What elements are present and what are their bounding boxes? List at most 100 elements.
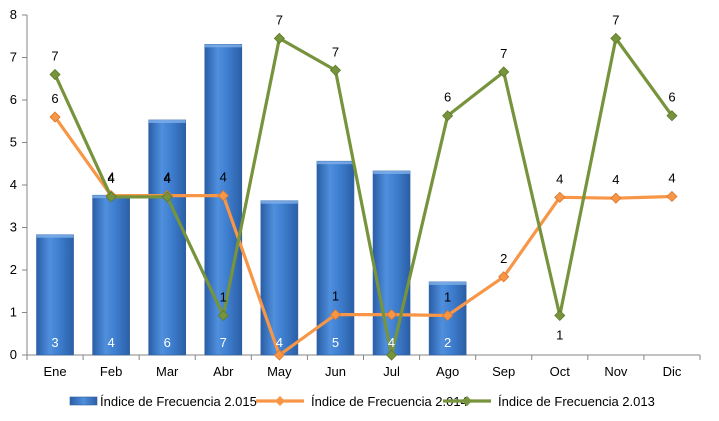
bar-top-highlight xyxy=(204,44,242,48)
legend-item: Índice de Frecuencia 2.015 xyxy=(69,394,257,409)
series-point xyxy=(49,68,61,81)
bar-top-highlight xyxy=(429,281,467,285)
line-data-label: 7 xyxy=(51,49,58,64)
bar-top-highlight xyxy=(260,200,298,204)
x-tick-label: Sep xyxy=(492,364,515,379)
bar xyxy=(36,234,74,356)
y-tick-label: 2 xyxy=(10,262,17,277)
line-data-label: 4 xyxy=(108,170,115,185)
bar-data-label: 4 xyxy=(388,335,395,350)
series-point xyxy=(217,309,229,322)
bar-top-highlight xyxy=(316,161,354,165)
y-tick-label: 5 xyxy=(10,135,17,150)
legend-item: Índice de Frecuencia 2.014 xyxy=(256,394,468,409)
line-data-label: 1 xyxy=(332,289,339,304)
line-series xyxy=(49,32,678,361)
series-point xyxy=(49,111,61,123)
bar-top-highlight xyxy=(148,119,186,123)
series-point xyxy=(554,191,566,203)
series-line xyxy=(53,36,674,357)
series-point xyxy=(498,271,510,283)
x-tick-label: Nov xyxy=(604,364,628,379)
legend-swatch-bar xyxy=(69,396,98,406)
bar-data-label: 4 xyxy=(276,335,283,350)
legend-label: Índice de Frecuencia 2.015 xyxy=(100,394,257,409)
y-tick-label: 8 xyxy=(10,7,17,22)
line-data-label: 4 xyxy=(108,171,115,186)
series-point xyxy=(329,309,342,321)
line-data-label: 7 xyxy=(276,12,283,27)
bar xyxy=(372,170,411,356)
y-tick-label: 7 xyxy=(10,50,17,65)
x-tick-label: Jun xyxy=(325,364,346,379)
legend: Índice de Frecuencia 2.015 Índice de Frec… xyxy=(69,394,655,409)
line-data-label: 4 xyxy=(556,171,563,186)
series-point xyxy=(610,192,622,204)
series-point xyxy=(554,309,566,322)
x-tick-label: Dic xyxy=(663,364,682,379)
y-tick-label: 0 xyxy=(10,347,17,362)
series-point xyxy=(666,110,678,122)
series-point xyxy=(385,349,398,361)
x-tick-label: Jul xyxy=(383,364,400,379)
line-data-label: 4 xyxy=(612,172,619,187)
series-point xyxy=(273,32,285,44)
legend-label: Índice de Frecuencia 2.014 xyxy=(311,394,468,409)
line-data-label: 4 xyxy=(164,170,171,185)
line-data-label: 1 xyxy=(220,289,227,304)
series-point xyxy=(273,349,285,361)
x-tick-label: May xyxy=(267,364,292,379)
bar-data-label: 4 xyxy=(108,335,115,350)
series-line xyxy=(53,116,673,357)
y-tick-label: 3 xyxy=(10,220,17,235)
x-tick-label: Oct xyxy=(550,364,571,379)
series-point xyxy=(610,32,622,44)
bar-top-highlight xyxy=(373,170,411,174)
line-data-label: 1 xyxy=(444,289,451,304)
legend-swatch-marker xyxy=(462,396,472,406)
y-tick-label: 6 xyxy=(10,92,17,107)
y-tick-label: 4 xyxy=(10,177,17,192)
bar xyxy=(148,119,187,356)
bar-data-label: 6 xyxy=(164,335,171,350)
line-data-label: 6 xyxy=(668,90,675,105)
bar-data-label: 5 xyxy=(332,335,339,350)
axes: 0 1 2 3 4 5 6 7 8 Ene Feb Mar Abr May Jun Jul Ago Sep Oct N… xyxy=(10,7,701,379)
line-data-label: 7 xyxy=(332,44,339,59)
bar-top-highlight xyxy=(36,234,74,238)
legend-label: Índice de Frecuencia 2.013 xyxy=(498,394,655,409)
bar-data-label: 2 xyxy=(444,335,451,350)
series-point xyxy=(385,309,398,321)
x-tick-label: Ago xyxy=(436,364,459,379)
series-point xyxy=(161,191,173,203)
series-point xyxy=(666,190,678,203)
series-point xyxy=(498,66,510,78)
legend-swatch-marker xyxy=(275,396,285,406)
series-point xyxy=(442,309,454,322)
line-data-label: 7 xyxy=(500,46,507,61)
bar xyxy=(316,160,355,356)
bar xyxy=(92,194,130,356)
bar-data-label: 7 xyxy=(220,335,227,350)
line-data-label: 4 xyxy=(164,171,171,186)
y-tick-label: 1 xyxy=(10,305,17,320)
x-tick-label: Feb xyxy=(100,364,122,379)
line-data-label: 6 xyxy=(444,90,451,105)
series-point xyxy=(217,190,229,202)
line-data-label: 4 xyxy=(668,170,675,185)
series-point xyxy=(105,191,117,203)
line-data-label: 2 xyxy=(500,251,507,266)
bar xyxy=(260,200,299,356)
line-data-label: 4 xyxy=(220,170,227,185)
x-tick-label: Mar xyxy=(156,364,179,379)
bar-data-label: 3 xyxy=(51,335,58,350)
line-data-label: 7 xyxy=(612,12,619,27)
series-point xyxy=(329,64,342,76)
legend-item: Índice de Frecuencia 2.013 xyxy=(443,394,655,409)
x-tick-label: Ene xyxy=(43,364,66,379)
line-data-label: 1 xyxy=(556,327,563,342)
x-tick-label: Abr xyxy=(213,364,234,379)
